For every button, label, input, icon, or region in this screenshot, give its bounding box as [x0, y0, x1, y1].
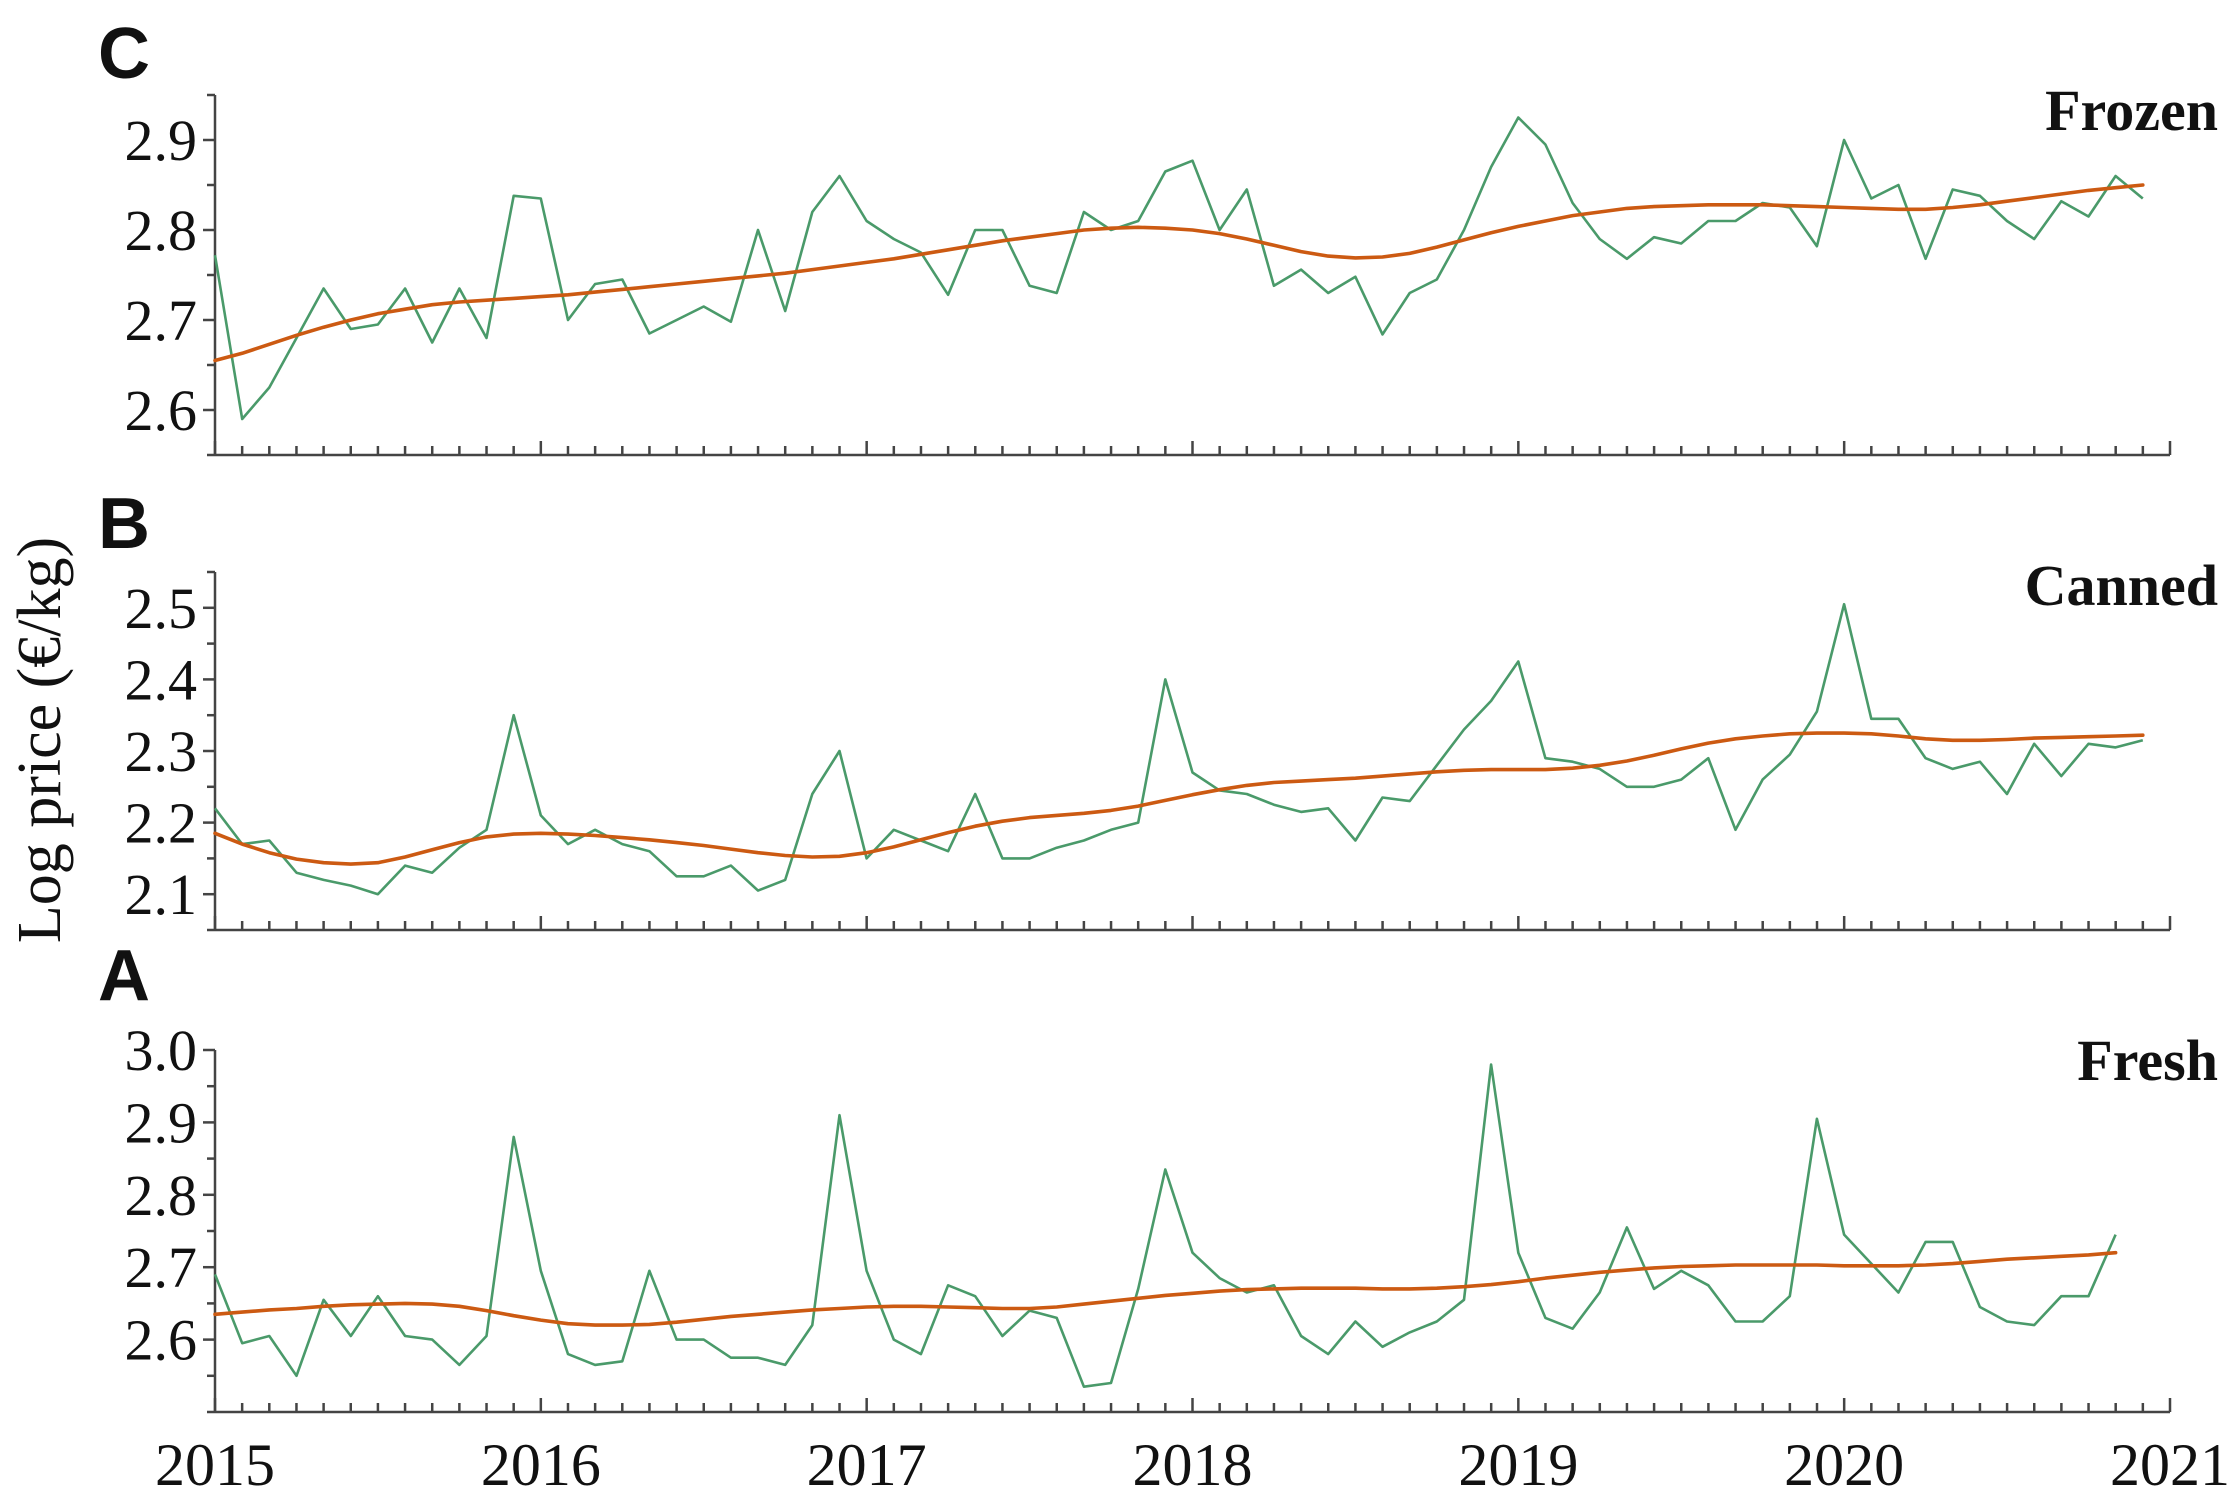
- y-tick-label: 3.0: [125, 1018, 198, 1083]
- y-tick-label: 2.8: [125, 198, 198, 263]
- chart-panels: CFrozen2.62.72.82.9BCanned2.12.22.32.42.…: [98, 14, 2218, 1414]
- y-tick-label: 2.3: [125, 719, 198, 784]
- y-tick-label: 2.2: [125, 791, 198, 856]
- x-tick-label: 2018: [1133, 1432, 1253, 1496]
- panel-letter: B: [98, 484, 150, 564]
- panel-title: Fresh: [2077, 1028, 2218, 1093]
- y-tick-label: 2.4: [125, 647, 198, 712]
- x-tick-label: 2017: [807, 1432, 927, 1496]
- price-line: [213, 116, 2144, 421]
- y-tick-label: 2.6: [125, 378, 198, 443]
- y-tick-label: 2.1: [125, 862, 198, 927]
- y-tick-label: 2.9: [125, 1090, 198, 1155]
- y-tick-label: 2.6: [125, 1308, 198, 1373]
- price-line: [213, 602, 2144, 896]
- panel-title: Frozen: [2045, 78, 2218, 143]
- x-tick-label: 2019: [1458, 1432, 1578, 1496]
- panel-title: Canned: [2025, 553, 2218, 618]
- y-tick-label: 2.7: [125, 288, 198, 353]
- trend-line: [213, 183, 2145, 363]
- x-tick-label: 2015: [155, 1432, 275, 1496]
- trend-line: [213, 731, 2145, 866]
- panel-frozen: C Frozen 2.6 2.7 2.8 2.9: [98, 14, 2218, 457]
- x-tick-label: 2021: [2110, 1432, 2230, 1496]
- y-tick-label: 2.5: [125, 576, 198, 641]
- y-axis-label: Log price (€/kg): [6, 537, 74, 943]
- trend-line: [213, 1250, 2118, 1327]
- y-tick-label: 2.8: [125, 1163, 198, 1228]
- panel-canned: B Canned 2.12.2 2.3 2.42.5: [98, 484, 2218, 932]
- y-tick-label: 2.9: [125, 108, 198, 173]
- panel-letter: A: [98, 936, 150, 1016]
- panel-letter: C: [98, 14, 150, 94]
- x-tick-label: 2016: [481, 1432, 601, 1496]
- x-axis-tick-labels: 2015 2016 2017 2018 2019 2020 2021: [155, 1432, 2230, 1496]
- y-tick-label: 2.7: [125, 1235, 198, 1300]
- panel-fresh: A Fresh 2.6 2.7 2.8 2.9 3.0: [98, 936, 2218, 1414]
- x-tick-label: 2020: [1784, 1432, 1904, 1496]
- price-line: [213, 1063, 2117, 1388]
